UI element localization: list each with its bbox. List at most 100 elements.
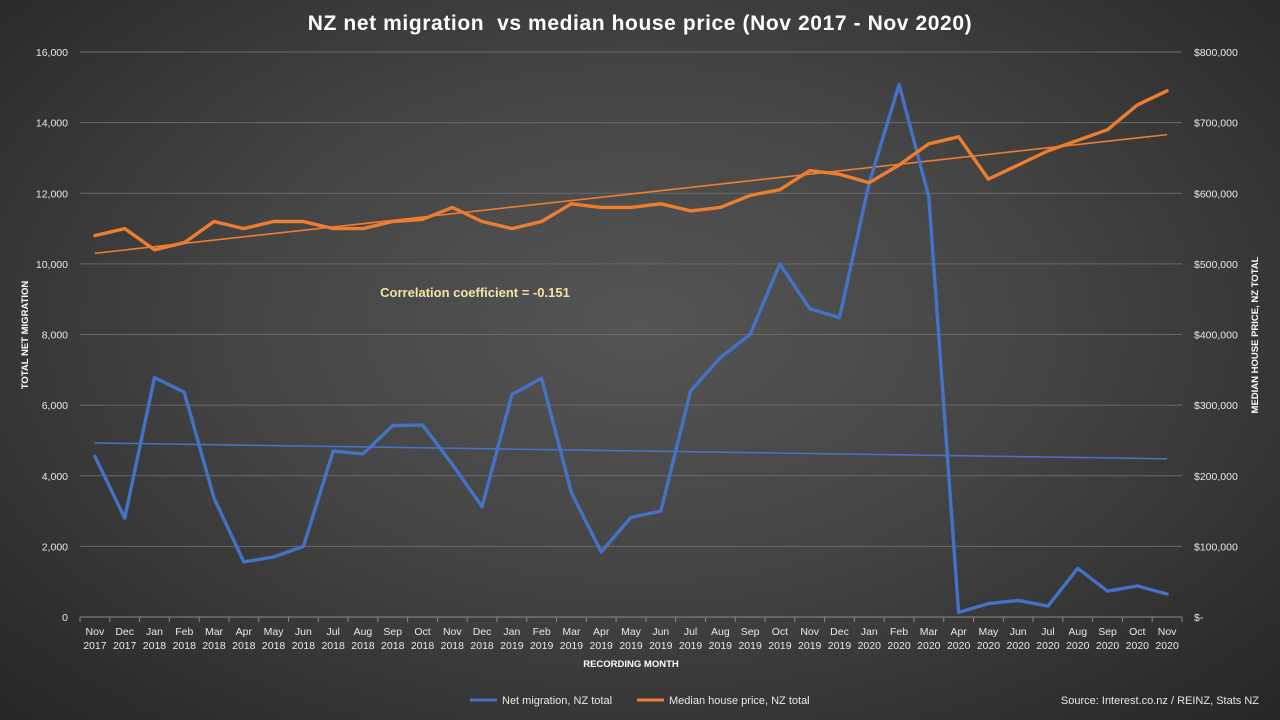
- house-price-point: [808, 169, 811, 172]
- x-tick-label: Oct 2020: [1126, 626, 1150, 652]
- house-price-point: [1046, 149, 1050, 153]
- x-tick-label: May 2019: [619, 626, 643, 652]
- house-price-point: [153, 248, 156, 251]
- y-tick-label-left: 14,000: [36, 118, 68, 130]
- migration-point: [838, 316, 841, 319]
- y-tick-label-right: $600,000: [1194, 188, 1238, 200]
- house-price-point: [659, 202, 662, 206]
- migration-point: [600, 550, 603, 554]
- trendlines: [94, 133, 1168, 460]
- x-tick-label: Dec 2017: [113, 626, 137, 652]
- legend-label-house-price: Median house price, NZ total: [669, 695, 810, 707]
- x-tick-label: Sep 2019: [738, 626, 762, 652]
- x-tick-label: Aug 2018: [351, 626, 375, 652]
- migration-point: [778, 262, 782, 266]
- migration-point: [510, 393, 514, 396]
- x-axis-title: RECORDING MONTH: [583, 659, 679, 670]
- migration-point: [361, 452, 365, 456]
- migration-point: [451, 463, 454, 466]
- migration-point: [540, 377, 543, 380]
- x-tick-label: Jul 2019: [679, 626, 703, 652]
- x-tick-label: May 2018: [262, 626, 286, 652]
- y-axis-right-title: MEDIAN HOUSE PRICE, NZ TOTAL: [1250, 256, 1261, 413]
- house-price-point: [1136, 103, 1139, 107]
- house-price-trendline: [94, 133, 1168, 255]
- x-tick-label: Feb 2020: [887, 626, 911, 652]
- migration-point: [748, 333, 752, 336]
- x-tick-label: Jan 2019: [500, 626, 524, 652]
- y-axis-right-ticks: $- $100,000 $200,000 $300,000 $400,000 $500,0…: [1194, 47, 1238, 624]
- y-tick-label-left: 16,000: [36, 47, 68, 59]
- house-price-point: [570, 202, 573, 206]
- migration-point: [153, 376, 156, 379]
- migration-point: [570, 491, 573, 494]
- y-axis-left-ticks: 0 2,000 4,000 6,000 8,000 10,000 12,000 14,000 1…: [36, 47, 68, 624]
- migration-point: [123, 516, 126, 520]
- house-price-point: [868, 181, 871, 184]
- x-tick-label: Nov 2019: [798, 626, 822, 652]
- migration-point: [480, 505, 484, 509]
- x-tick-label: Apr 2020: [947, 626, 971, 652]
- x-tick-label: Apr 2019: [590, 626, 614, 652]
- house-price-point: [1016, 163, 1020, 167]
- x-tick-label: Mar 2018: [202, 626, 226, 652]
- house-price-point: [1076, 139, 1079, 142]
- migration-trendline: [94, 442, 1168, 460]
- x-tick-label: Jul 2018: [321, 626, 345, 652]
- house-price-point: [629, 206, 633, 209]
- series-lines: [93, 82, 1169, 615]
- house-price-point: [421, 218, 424, 221]
- x-tick-label: Jun 2020: [1007, 626, 1031, 652]
- x-tick-label: Nov 2020: [1155, 626, 1179, 652]
- migration-point: [808, 307, 811, 310]
- x-tick-label: Feb 2019: [530, 626, 554, 652]
- x-tick-label: Mar 2020: [917, 626, 941, 652]
- y-tick-label-right: $500,000: [1194, 259, 1238, 271]
- migration-point: [1165, 592, 1169, 596]
- house-price-point: [361, 227, 365, 230]
- migration-point: [957, 611, 960, 614]
- house-price-point: [987, 177, 990, 181]
- x-tick-label: Jan 2020: [858, 626, 882, 652]
- x-tick-label: Oct 2018: [411, 626, 435, 652]
- y-tick-label-left: 4,000: [42, 471, 68, 483]
- migration-point: [421, 423, 424, 427]
- house-price-point: [272, 220, 275, 223]
- house-price-point: [242, 227, 246, 230]
- house-price-point: [391, 220, 394, 223]
- y-tick-label-right: $200,000: [1194, 471, 1238, 483]
- migration-point: [689, 389, 692, 393]
- migration-point: [1016, 599, 1020, 602]
- migration-point: [987, 602, 990, 605]
- x-tick-label: Nov 2018: [441, 626, 465, 652]
- house-price-point: [897, 163, 901, 167]
- chart-title: NZ net migration vs median house price (…: [308, 12, 972, 35]
- x-tick-label: Dec 2018: [470, 626, 494, 652]
- correlation-annotation: Correlation coefficient = -0.151: [380, 285, 570, 300]
- house-price-point: [957, 135, 960, 138]
- house-price-point: [510, 227, 514, 230]
- house-price-point: [451, 206, 454, 209]
- migration-point: [242, 560, 246, 564]
- house-price-point: [927, 142, 931, 146]
- y-tick-label-left: 10,000: [36, 259, 68, 271]
- migration-point: [1076, 567, 1079, 570]
- legend-label-migration: Net migration, NZ total: [502, 695, 612, 707]
- y-tick-label-right: $300,000: [1194, 400, 1238, 412]
- house-price-point: [838, 172, 841, 176]
- house-price-point: [748, 194, 752, 197]
- y-tick-label-right: $800,000: [1194, 47, 1238, 59]
- migration-point: [897, 83, 901, 86]
- migration-point: [1106, 590, 1109, 593]
- migration-point: [212, 496, 216, 500]
- y-tick-label-right: $100,000: [1194, 541, 1238, 553]
- house-price-point: [480, 220, 484, 223]
- source-note: Source: Interest.co.nz / REINZ, Stats NZ: [1061, 695, 1259, 707]
- house-price-point: [778, 188, 782, 191]
- x-tick-label: Sep 2020: [1096, 626, 1120, 652]
- y-tick-label-right: $-: [1194, 612, 1204, 624]
- x-tick-label: Jan 2018: [143, 626, 167, 652]
- x-tick-label: Dec 2019: [828, 626, 852, 652]
- house-price-point: [689, 209, 692, 213]
- x-tick-label: Oct 2019: [768, 626, 792, 652]
